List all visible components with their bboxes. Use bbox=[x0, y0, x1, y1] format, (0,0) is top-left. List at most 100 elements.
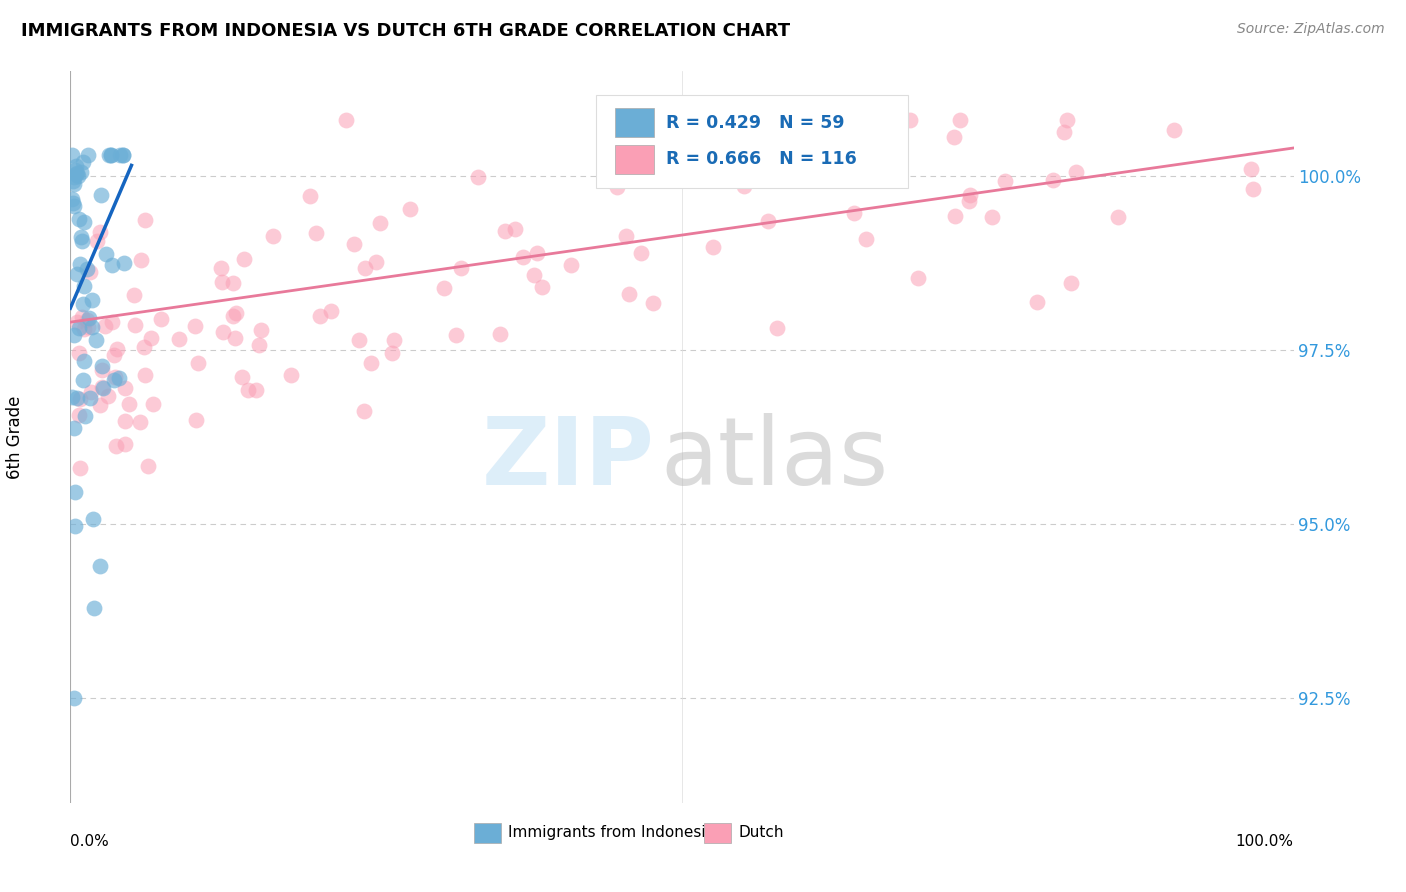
Text: 100.0%: 100.0% bbox=[1236, 834, 1294, 849]
Point bbox=[134, 340, 156, 354]
Point bbox=[209, 260, 232, 275]
Point bbox=[73, 278, 96, 293]
Point bbox=[66, 169, 89, 183]
Point bbox=[186, 413, 208, 427]
Point bbox=[100, 148, 122, 162]
Point bbox=[756, 214, 779, 228]
Point bbox=[526, 246, 548, 260]
Point bbox=[124, 287, 146, 301]
Point bbox=[503, 222, 526, 236]
Point bbox=[1025, 295, 1047, 310]
Bar bbox=[614, 108, 654, 137]
Point bbox=[118, 397, 141, 411]
Point bbox=[77, 310, 100, 325]
Point bbox=[60, 148, 83, 162]
Point bbox=[347, 333, 370, 347]
Point bbox=[65, 519, 87, 533]
Text: R = 0.429   N = 59: R = 0.429 N = 59 bbox=[666, 113, 845, 131]
Point bbox=[211, 275, 233, 289]
Text: Dutch: Dutch bbox=[738, 825, 783, 840]
Point bbox=[75, 409, 97, 423]
Point bbox=[86, 235, 108, 249]
Point bbox=[76, 148, 98, 162]
Point bbox=[149, 311, 172, 326]
Point bbox=[72, 234, 94, 248]
Point bbox=[382, 333, 405, 347]
Point bbox=[222, 277, 245, 291]
Point bbox=[84, 334, 107, 348]
Point bbox=[82, 512, 104, 526]
Text: ZIP: ZIP bbox=[482, 413, 655, 505]
Point bbox=[433, 281, 456, 295]
Point bbox=[65, 159, 87, 173]
Point bbox=[82, 320, 104, 334]
Point bbox=[134, 213, 156, 227]
Point bbox=[247, 337, 270, 351]
Point bbox=[77, 320, 100, 334]
Point bbox=[63, 177, 86, 191]
Point bbox=[898, 113, 921, 128]
Point bbox=[249, 323, 271, 337]
Point bbox=[72, 373, 94, 387]
Point bbox=[354, 260, 377, 275]
Point bbox=[1107, 211, 1129, 225]
Point bbox=[655, 136, 678, 151]
Point bbox=[67, 346, 90, 360]
Point bbox=[83, 600, 105, 615]
Point bbox=[89, 398, 111, 412]
Point bbox=[131, 253, 153, 268]
Point bbox=[224, 331, 246, 345]
Point bbox=[100, 315, 122, 329]
Point bbox=[733, 179, 755, 194]
Point bbox=[606, 180, 628, 194]
Point bbox=[523, 268, 546, 282]
Point bbox=[70, 230, 93, 244]
Point bbox=[69, 257, 91, 271]
Point bbox=[630, 246, 652, 260]
Point bbox=[489, 326, 512, 341]
Point bbox=[73, 322, 96, 336]
Point bbox=[114, 414, 136, 428]
Point bbox=[617, 287, 640, 301]
Text: IMMIGRANTS FROM INDONESIA VS DUTCH 6TH GRADE CORRELATION CHART: IMMIGRANTS FROM INDONESIA VS DUTCH 6TH G… bbox=[21, 22, 790, 40]
Point bbox=[280, 368, 302, 383]
Point bbox=[846, 129, 869, 144]
Point bbox=[494, 224, 516, 238]
Point bbox=[67, 408, 90, 422]
Point bbox=[110, 148, 132, 162]
Point bbox=[1241, 182, 1264, 196]
Point bbox=[364, 254, 387, 268]
Point bbox=[79, 385, 101, 400]
Point bbox=[335, 113, 357, 128]
Point bbox=[91, 359, 114, 373]
Point bbox=[614, 229, 637, 244]
Point bbox=[76, 262, 98, 277]
Point bbox=[221, 309, 243, 323]
Point bbox=[73, 354, 96, 368]
Point bbox=[641, 296, 664, 310]
Point bbox=[702, 240, 724, 254]
Point bbox=[108, 371, 131, 385]
Point bbox=[245, 384, 267, 398]
Point bbox=[104, 439, 127, 453]
Point bbox=[91, 381, 114, 395]
Point bbox=[70, 165, 93, 179]
Point bbox=[63, 169, 86, 184]
Point bbox=[225, 306, 247, 320]
Point bbox=[62, 420, 84, 434]
Text: atlas: atlas bbox=[659, 413, 889, 505]
Point bbox=[66, 166, 89, 180]
Text: 6th Grade: 6th Grade bbox=[6, 395, 24, 479]
Point bbox=[129, 415, 152, 429]
Point bbox=[72, 297, 94, 311]
Point bbox=[766, 321, 789, 335]
Point bbox=[62, 174, 84, 188]
Point bbox=[69, 212, 91, 227]
Point bbox=[79, 265, 101, 279]
Point bbox=[399, 202, 422, 216]
Point bbox=[1240, 162, 1263, 177]
Point bbox=[93, 318, 115, 333]
Point bbox=[89, 225, 111, 239]
Point bbox=[943, 209, 966, 223]
Point bbox=[65, 167, 87, 181]
